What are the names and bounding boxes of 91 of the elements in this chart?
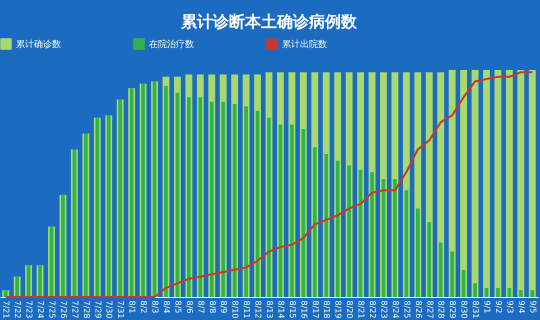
x-tick-label: 7/29 bbox=[93, 300, 102, 318]
x-tick-label: 9/1 bbox=[482, 300, 492, 314]
x-tick-label: 8/10 bbox=[230, 300, 240, 318]
bar bbox=[460, 70, 468, 297]
x-tick-label: 8/6 bbox=[184, 300, 194, 314]
x-tick-label: 8/25 bbox=[402, 300, 412, 318]
x-tick-label: 7/24 bbox=[36, 300, 46, 318]
bar bbox=[506, 70, 513, 297]
x-tick-label: 8/3 bbox=[150, 300, 160, 314]
x-tick-label: 7/28 bbox=[82, 300, 91, 318]
x-tick-label: 8/27 bbox=[425, 300, 434, 318]
x-tick-label: 8/17 bbox=[310, 300, 320, 318]
bar bbox=[232, 104, 236, 297]
bar bbox=[382, 178, 386, 297]
bar bbox=[473, 283, 477, 297]
x-tick-label: 8/20 bbox=[345, 300, 354, 318]
x-tick-label: 8/22 bbox=[368, 300, 378, 318]
x-tick-label: 8/8 bbox=[208, 300, 217, 314]
x-tick-label: 8/29 bbox=[448, 300, 458, 318]
bar bbox=[256, 110, 260, 297]
bar bbox=[519, 290, 523, 297]
x-tick-label: 8/11 bbox=[242, 300, 252, 318]
x-tick-label: 7/26 bbox=[58, 300, 68, 318]
x-tick-label: 8/12 bbox=[254, 300, 263, 318]
x-tick-label: 7/27 bbox=[70, 300, 80, 318]
bar bbox=[210, 102, 214, 297]
bar bbox=[278, 124, 282, 297]
bar bbox=[347, 165, 351, 297]
bar bbox=[450, 252, 454, 297]
x-tick-label: 8/30 bbox=[460, 300, 469, 318]
bar bbox=[483, 70, 490, 297]
x-tick-label: 8/13 bbox=[265, 300, 274, 318]
bar bbox=[221, 102, 226, 297]
x-tick-label: 9/4 bbox=[516, 300, 526, 314]
x-tick-label: 8/5 bbox=[173, 300, 182, 314]
chart-title: 累计诊断本土确诊病例数 bbox=[180, 12, 358, 31]
bar bbox=[336, 160, 340, 297]
x-tick-label: 7/31 bbox=[116, 300, 126, 318]
bar bbox=[508, 288, 512, 297]
x-tick-label: 8/18 bbox=[322, 300, 332, 318]
x-tick-label: 8/1 bbox=[128, 300, 137, 314]
bar bbox=[496, 288, 500, 297]
bar bbox=[462, 270, 466, 297]
bar bbox=[416, 208, 420, 297]
legend-label: 累计确诊数 bbox=[16, 39, 61, 50]
x-tick-label: 8/21 bbox=[356, 300, 366, 318]
x-tick-label: 8/19 bbox=[334, 300, 343, 318]
x-tick-label: 8/4 bbox=[162, 300, 171, 314]
bar bbox=[302, 129, 306, 297]
bar bbox=[176, 92, 180, 297]
bar bbox=[267, 118, 271, 297]
x-tick-label: 8/15 bbox=[288, 300, 297, 318]
bar bbox=[312, 147, 317, 297]
bar bbox=[517, 70, 524, 297]
x-tick-label: 8/31 bbox=[471, 300, 480, 318]
x-tick-label: 7/23 bbox=[24, 300, 34, 318]
bar bbox=[472, 70, 478, 297]
x-tick-label: 7/22 bbox=[13, 300, 22, 318]
x-tick-label: 9/3 bbox=[505, 300, 514, 314]
bar bbox=[494, 70, 502, 297]
x-tick-label: 8/7 bbox=[196, 300, 206, 314]
bar bbox=[370, 172, 374, 297]
x-tick-label: 8/9 bbox=[219, 300, 228, 314]
bar bbox=[358, 170, 362, 297]
x-tick-label: 9/2 bbox=[494, 300, 503, 314]
bar bbox=[244, 106, 248, 297]
x-tick-label: 9/5 bbox=[528, 300, 538, 314]
bar bbox=[324, 154, 328, 297]
bar bbox=[484, 288, 488, 297]
legend-label: 累计出院数 bbox=[282, 39, 327, 50]
bar bbox=[198, 97, 202, 297]
bar bbox=[404, 190, 408, 297]
x-tick-label: 8/28 bbox=[436, 300, 446, 318]
x-tick-label: 8/23 bbox=[379, 300, 388, 318]
bar bbox=[438, 242, 443, 297]
bar bbox=[530, 290, 534, 297]
x-tick-label: 8/2 bbox=[139, 300, 148, 314]
x-tick-label: 8/14 bbox=[276, 300, 286, 318]
bar bbox=[164, 86, 168, 297]
bar bbox=[528, 70, 536, 297]
x-tick-label: 7/21 bbox=[2, 300, 11, 318]
x-tick-label: 8/24 bbox=[390, 300, 400, 318]
x-tick-label: 8/16 bbox=[299, 300, 308, 318]
bar bbox=[290, 124, 294, 297]
bar bbox=[187, 97, 191, 297]
legend-label: 在院治疗数 bbox=[149, 39, 194, 50]
bar bbox=[393, 178, 397, 297]
x-tick-label: 8/26 bbox=[414, 300, 423, 318]
bar bbox=[427, 222, 432, 297]
x-tick-label: 7/25 bbox=[48, 300, 57, 318]
x-tick-label: 7/30 bbox=[104, 300, 114, 318]
